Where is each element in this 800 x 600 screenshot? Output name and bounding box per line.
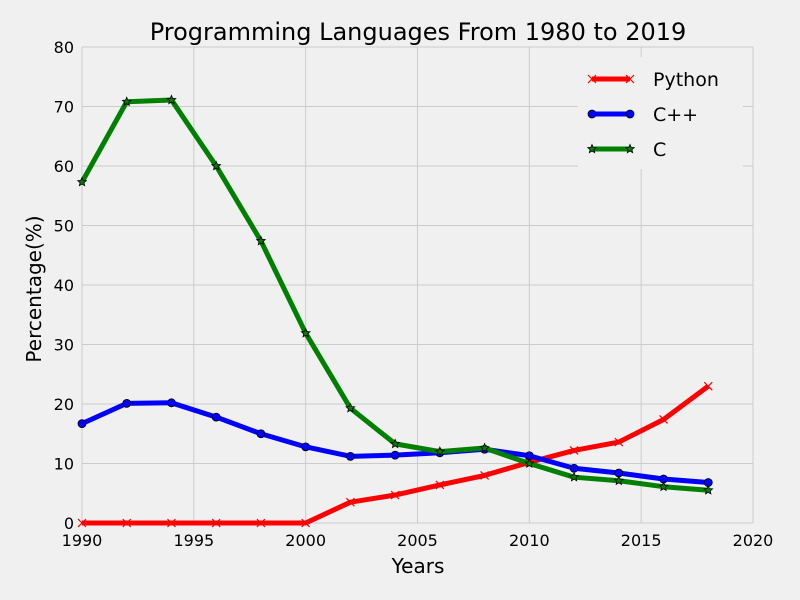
y-tick-label: 30 bbox=[54, 336, 74, 355]
x-tick-label: 1990 bbox=[62, 531, 103, 550]
y-tick-label: 70 bbox=[54, 98, 74, 117]
c-point bbox=[524, 457, 535, 468]
y-tick-label: 0 bbox=[64, 514, 74, 533]
legend-label: C++ bbox=[653, 104, 698, 126]
python-point bbox=[77, 518, 87, 528]
y-tick-label: 10 bbox=[54, 455, 74, 474]
c-series bbox=[76, 94, 714, 495]
python-point bbox=[301, 518, 311, 528]
c-point bbox=[702, 484, 714, 495]
python-legend-marker bbox=[625, 74, 635, 84]
c-point bbox=[389, 438, 401, 449]
python-point bbox=[614, 437, 624, 447]
legend-label: Python bbox=[653, 69, 719, 91]
cpp-point bbox=[301, 442, 311, 452]
cpp-legend-marker bbox=[625, 109, 635, 119]
cpp-point bbox=[211, 412, 221, 422]
y-tick-label: 60 bbox=[54, 157, 74, 176]
legend-label: C bbox=[653, 139, 666, 161]
cpp-point bbox=[390, 450, 400, 460]
y-tick-label: 20 bbox=[54, 395, 74, 414]
python-point bbox=[659, 415, 668, 424]
c-point bbox=[568, 471, 580, 482]
c-point bbox=[166, 94, 177, 105]
cpp-legend-marker bbox=[587, 109, 597, 119]
chart-title: Programming Languages From 1980 to 2019 bbox=[150, 18, 687, 46]
c-legend-marker bbox=[586, 143, 598, 154]
c-legend-marker bbox=[624, 143, 636, 154]
cpp-point bbox=[77, 419, 87, 429]
c-point bbox=[76, 176, 88, 187]
c-point bbox=[479, 442, 490, 453]
x-tick-label: 2010 bbox=[509, 531, 550, 550]
python-legend-marker bbox=[587, 74, 597, 84]
c-point bbox=[613, 475, 625, 486]
c-point bbox=[121, 96, 132, 107]
python-point bbox=[345, 497, 355, 507]
python-point bbox=[480, 470, 490, 480]
cpp-point bbox=[167, 398, 176, 408]
c-point bbox=[300, 327, 311, 338]
c-point bbox=[658, 481, 669, 492]
y-tick-label: 80 bbox=[54, 38, 74, 57]
y-axis-title: Percentage(%) bbox=[22, 215, 46, 362]
cpp-point bbox=[122, 399, 132, 408]
python-point bbox=[703, 381, 713, 391]
python-point bbox=[211, 518, 221, 528]
python-point bbox=[435, 480, 445, 490]
x-tick-label: 2020 bbox=[733, 531, 774, 550]
python-point bbox=[167, 518, 176, 528]
python-point bbox=[390, 490, 400, 500]
cpp-point bbox=[256, 429, 266, 439]
c-point bbox=[345, 402, 356, 413]
cpp-series bbox=[77, 398, 713, 487]
y-tick-label: 50 bbox=[54, 217, 74, 236]
c-point bbox=[255, 235, 267, 246]
x-tick-label: 2000 bbox=[285, 531, 326, 550]
cpp-point bbox=[345, 451, 355, 461]
c-point bbox=[210, 160, 222, 171]
python-series bbox=[77, 381, 713, 528]
series-layer bbox=[76, 94, 714, 528]
python-point bbox=[569, 445, 579, 455]
python-point bbox=[122, 518, 132, 528]
x-tick-label: 2015 bbox=[621, 531, 662, 550]
legend: Python C++ C bbox=[578, 57, 743, 169]
python-point bbox=[256, 518, 266, 528]
x-axis-title: Years bbox=[391, 554, 445, 578]
cpp-point bbox=[569, 463, 579, 473]
x-tick-label: 2005 bbox=[397, 531, 438, 550]
tick-labels: 1990 1995 2000 2005 2010 2015 2020 0 10 20 30 40 50 6… bbox=[54, 38, 774, 550]
x-tick-label: 1995 bbox=[173, 531, 214, 550]
c-point bbox=[434, 446, 446, 457]
y-tick-label: 40 bbox=[54, 276, 74, 295]
